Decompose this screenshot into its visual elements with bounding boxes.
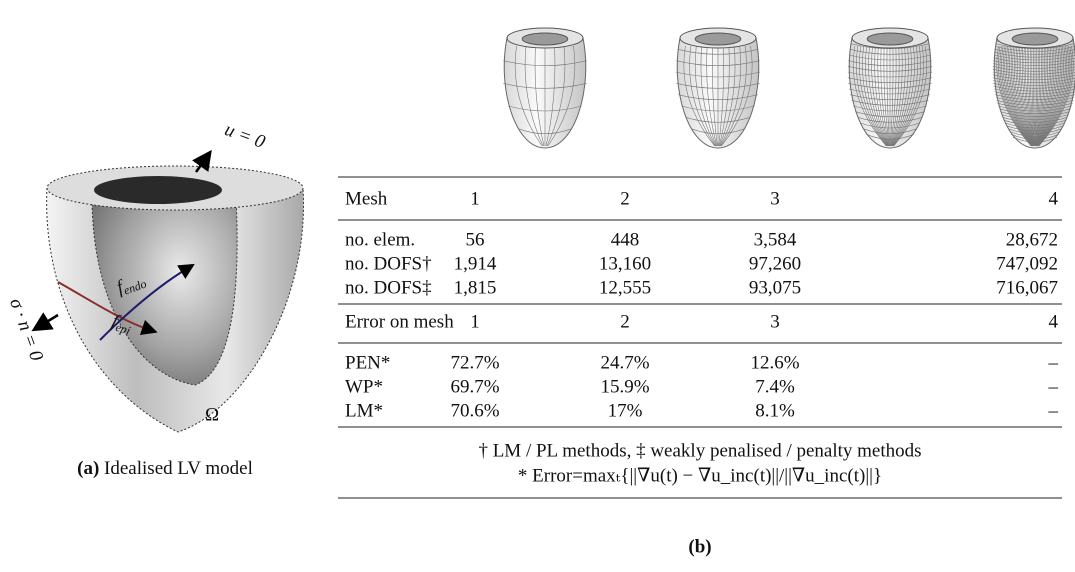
table-cell: Error on mesh xyxy=(345,311,454,332)
mesh-hole xyxy=(522,33,568,45)
table-note: † LM / PL methods, ‡ weakly penalised / … xyxy=(478,440,921,461)
mesh-hole xyxy=(695,33,741,45)
table-cell: no. DOFS‡ xyxy=(345,277,432,298)
table-cell: 747,092 xyxy=(996,253,1058,274)
table-cell: 448 xyxy=(611,229,640,250)
table-cell: 1 xyxy=(470,311,480,332)
table-cell: 2 xyxy=(620,188,630,209)
table-cell: 3,584 xyxy=(754,229,797,250)
table-cell: 12,555 xyxy=(599,277,651,298)
caption-a: (a) Idealised LV model xyxy=(77,458,253,479)
table-cell: PEN* xyxy=(345,352,390,373)
table-cell: 24.7% xyxy=(600,352,649,373)
table-note: * Error=maxₜ{||∇u(t) − ∇u_inc(t)||/||∇u_… xyxy=(518,465,882,486)
table-cell: 4 xyxy=(1049,188,1059,209)
table-cell: no. elem. xyxy=(345,229,415,250)
table-cell: 93,075 xyxy=(749,277,801,298)
table-cell: 716,067 xyxy=(996,277,1058,298)
table-cell: 70.6% xyxy=(450,400,499,421)
table-cell: – xyxy=(1048,352,1059,373)
table-cell: WP* xyxy=(345,376,383,397)
table-cell: LM* xyxy=(345,400,383,421)
table-cell: 7.4% xyxy=(755,376,795,397)
table-cell: – xyxy=(1048,376,1059,397)
mesh-image xyxy=(848,28,932,148)
mesh-image xyxy=(676,28,760,148)
table-cell: 69.7% xyxy=(450,376,499,397)
table-cell: 1,914 xyxy=(454,253,497,274)
side-bc: σ · n = 0 xyxy=(5,296,47,365)
table-cell: 8.1% xyxy=(755,400,795,421)
table-cell: 3 xyxy=(770,311,780,332)
table-cell: 2 xyxy=(620,311,630,332)
table-cell: 12.6% xyxy=(750,352,799,373)
table-cell: 97,260 xyxy=(749,253,801,274)
figure: u = 0 σ · n = 0 fendo fepi Ω (a) Idealis… xyxy=(0,0,1075,572)
table-cell: no. DOFS† xyxy=(345,253,432,274)
table-cell: 15.9% xyxy=(600,376,649,397)
mesh-images xyxy=(503,28,1075,148)
table-cell: – xyxy=(1048,400,1059,421)
table-cell: 13,160 xyxy=(599,253,651,274)
table-cell: 56 xyxy=(466,229,485,250)
top-bc: u = 0 xyxy=(222,119,268,153)
table-cell: 4 xyxy=(1049,311,1059,332)
mesh-hole xyxy=(867,33,913,45)
table-cell: 28,672 xyxy=(1006,229,1058,250)
results-table: Mesh 1 2 3 4 no. elem. 56 448 3,584 28,672 no. DOF… xyxy=(338,177,1062,498)
mesh-image xyxy=(993,28,1075,148)
table-cell: 1 xyxy=(470,188,480,209)
mesh-image xyxy=(503,28,586,148)
table-cell: 1,815 xyxy=(454,277,497,298)
domain-label: Ω xyxy=(205,404,219,425)
table-cell: 3 xyxy=(770,188,780,209)
table-cell: 72.7% xyxy=(450,352,499,373)
table-cell: Mesh xyxy=(345,188,388,209)
mesh-hole xyxy=(1012,33,1058,45)
table-cell: 17% xyxy=(608,400,643,421)
caption-b: (b) xyxy=(688,536,711,557)
lv-model xyxy=(40,158,304,432)
